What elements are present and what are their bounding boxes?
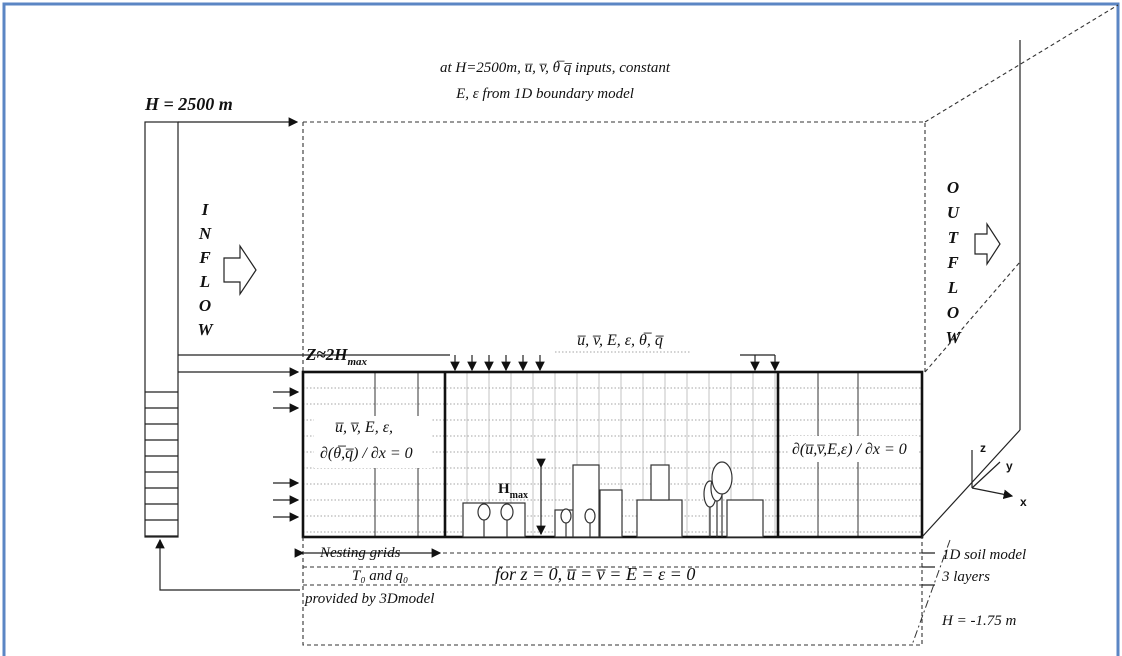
boundary-column — [144, 121, 179, 538]
soil-label: 1D soil model — [942, 547, 1026, 563]
inlet-condition: ∂(θ̅,q̅) / ∂x = 0 — [320, 445, 413, 462]
axis-label: y — [1006, 459, 1013, 473]
outflow-arrow — [974, 221, 1001, 267]
domain-height-sub: max — [347, 356, 367, 368]
axes — [971, 450, 1012, 496]
outflow-letter: L — [947, 278, 958, 297]
back-edge — [924, 261, 1021, 373]
soil-edge — [911, 539, 951, 646]
outlet-condition: ∂(u̅,v̅,E,ε) / ∂x = 0 — [792, 441, 907, 458]
ground-condition: for z = 0, u̅ = v̅ = E = ε = 0 — [495, 564, 695, 584]
axis-label: x — [1020, 495, 1027, 509]
outflow-letter: U — [947, 203, 960, 222]
inflow-letter: I — [201, 200, 210, 219]
buildings — [462, 461, 764, 538]
inflow-letter: F — [198, 248, 211, 267]
inflow-letter: N — [198, 224, 212, 243]
building-height-sub: max — [510, 490, 528, 501]
label-bg — [788, 436, 918, 462]
outflow-letter: W — [945, 328, 962, 347]
building-height: Hmax — [498, 481, 528, 501]
outflow-letter: F — [946, 253, 959, 272]
soil-label: H = -1.75 m — [941, 613, 1016, 629]
soil-tick — [922, 552, 935, 586]
soil-box — [302, 537, 923, 646]
column-height: H = 2500 m — [144, 94, 233, 114]
nesting: T₀ and q₀ — [352, 568, 408, 584]
soil-label: 3 layers — [941, 569, 990, 585]
column-layers — [145, 391, 178, 537]
top-note: E, ε from 1D boundary model — [455, 86, 634, 102]
top-box — [302, 4, 1119, 372]
outflow-letter: O — [947, 303, 959, 322]
nesting: Nesting grids — [319, 545, 401, 561]
building-height-text: H — [498, 481, 510, 497]
ground-edge — [921, 429, 1021, 538]
inlet-arrows — [273, 355, 780, 522]
inflow-arrow — [223, 244, 257, 296]
outflow-letter: O — [947, 178, 959, 197]
feedback-arrow — [155, 538, 300, 591]
soil-layer — [303, 552, 922, 586]
axis-label: z — [980, 441, 986, 455]
outflow-letter: T — [948, 228, 959, 247]
inlet-condition: u̅, v̅, E, ε, — [335, 419, 393, 436]
inflow-letter: L — [199, 272, 210, 291]
domain-height-text: Z≈2H — [305, 345, 348, 364]
inflow-letter: W — [197, 320, 214, 339]
top-boundary: u̅, v̅, E, ε, θ̅, q̅ — [577, 332, 664, 349]
top-note: at H=2500m, u̅, v̅, θ̅ q̅ inputs, consta… — [440, 60, 671, 76]
domain-height: Z≈2Hmax — [305, 345, 367, 368]
inflow-letter: O — [199, 296, 211, 315]
label-bg — [314, 416, 432, 468]
nesting: provided by 3Dmodel — [304, 591, 434, 607]
